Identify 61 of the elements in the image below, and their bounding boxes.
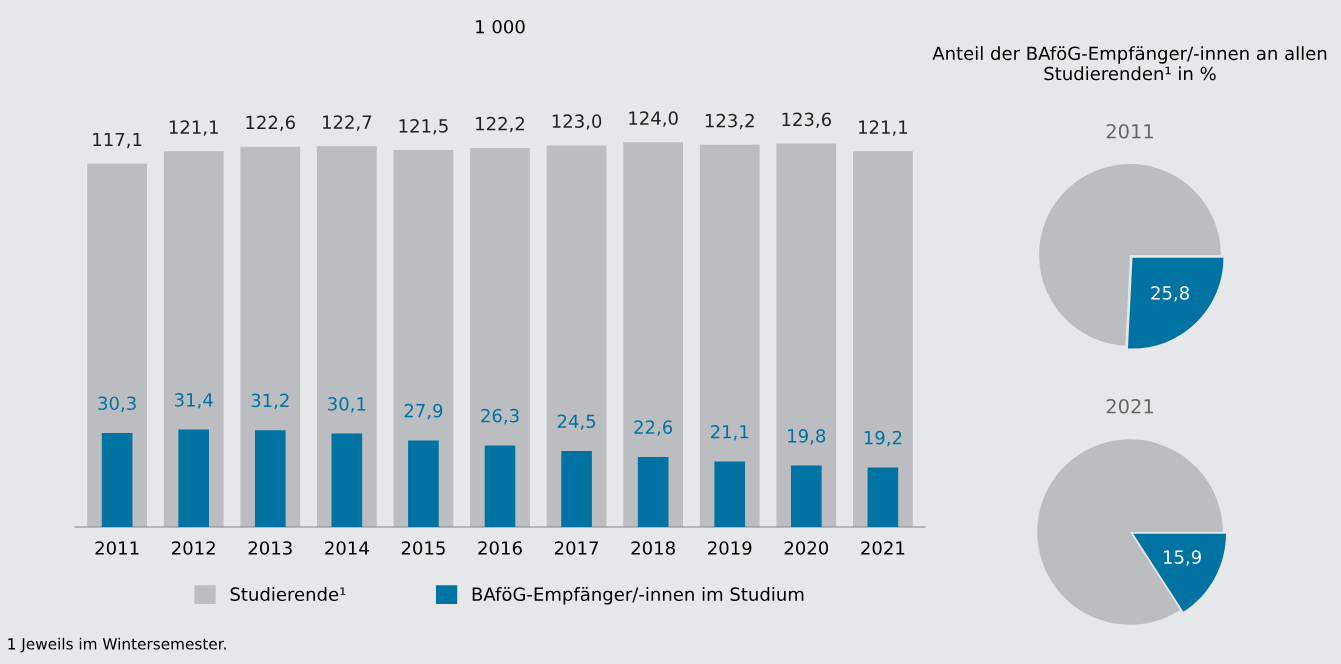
bar [714,461,746,527]
data-label: 122,6 [246,115,295,132]
data-label: 31,4 [174,392,213,409]
bar [699,144,760,527]
data-label: 19,2 [864,430,902,447]
data-label: 124,0 [629,111,678,127]
bar [101,433,133,527]
chart-title: 1 000 [476,19,525,34]
bar [331,433,363,527]
chart-subtitle: 2021 [1106,398,1153,414]
legend-label: BAföG-Empfänger/-innen im Studium [472,587,804,605]
x-tick-label: 2013 [248,541,292,555]
data-label: 31,2 [251,393,289,410]
data-label: 15,9 [1163,550,1201,566]
bar [484,445,516,527]
data-label: 19,8 [788,428,826,445]
x-tick-label: 2020 [784,541,829,555]
x-tick-label: 2014 [325,541,369,555]
data-label: 21,1 [710,424,749,441]
bar [178,429,210,527]
pie-slice [1039,164,1221,346]
data-label: 121,1 [859,120,908,136]
chart-subtitle: 2011 [1106,123,1153,139]
x-tick-label: 2018 [631,541,675,555]
x-tick-label: 2017 [554,541,599,555]
data-label: 25,8 [1151,286,1189,302]
legend-label: Studierende¹ [230,587,346,602]
bar [776,143,837,527]
data-label: 22,6 [634,420,673,436]
pie-slice [1133,533,1226,612]
data-label: 122,2 [476,116,525,133]
x-tick-label: 2016 [478,541,522,555]
bar [637,456,669,527]
bar [408,440,439,527]
bar [254,430,286,527]
data-label: 30,1 [328,397,366,413]
bar [561,450,592,527]
data-label: 27,9 [404,403,443,420]
x-tick-label: 2015 [401,541,445,555]
x-tick-label: 2021 [861,541,905,555]
bar [623,142,684,527]
bar [853,151,913,527]
x-tick-label: 2012 [172,541,215,555]
chart-title: Anteil der BAföG-Empfänger/-innen an allen Studierenden¹ in % [932,46,1327,81]
data-label: 123,6 [782,112,832,129]
data-label: 24,5 [557,414,596,430]
pie-slice [1037,439,1223,625]
data-label: 121,5 [399,119,448,135]
data-label: 26,3 [481,408,519,425]
x-tick-label: 2011 [95,541,139,555]
data-label: 117,1 [93,132,142,149]
x-tick-label: 2019 [708,541,752,555]
data-label: 123,2 [705,113,754,130]
bar [790,465,822,527]
data-label: 122,7 [322,115,372,131]
data-label: 123,0 [552,114,602,130]
pie-slice [1127,257,1224,349]
data-label: 121,1 [169,120,218,136]
data-label: 30,3 [98,396,136,412]
text: 1 Jeweils im Wintersemester. [8,637,226,653]
bar [867,467,899,527]
